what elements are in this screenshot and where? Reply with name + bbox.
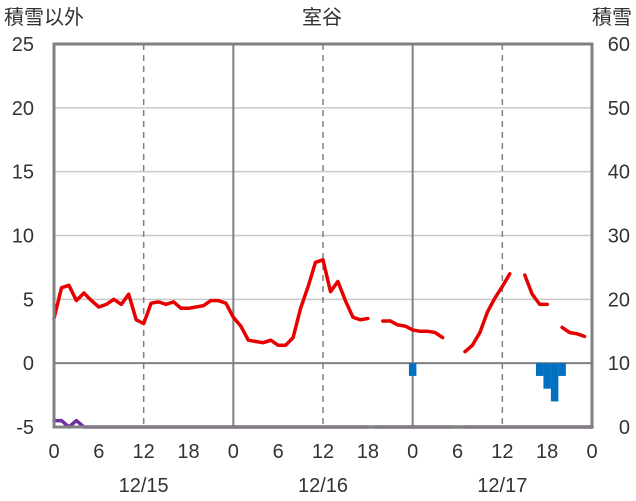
y-left-tick-label: 10 — [12, 226, 34, 248]
y-left-tick-label: 5 — [23, 289, 34, 311]
y-left-ticks: 25 20 15 10 5 0 -5 — [12, 34, 34, 439]
snowfall-bar — [550, 363, 559, 402]
series-line-segment — [52, 258, 370, 348]
snowfall-bar — [543, 363, 551, 389]
x-tick-label: 0 — [48, 441, 59, 463]
x-tick-label: 12 — [133, 441, 155, 463]
y-left-tick-label: 20 — [12, 98, 34, 120]
snowfall-bar — [408, 363, 417, 376]
y-left-tick-label: 15 — [12, 162, 34, 184]
date-labels: 12/15 12/16 12/17 — [119, 475, 528, 497]
chart-title: 室谷 — [302, 5, 342, 29]
x-tick-label: 12 — [491, 441, 513, 463]
x-tick-label: 0 — [407, 441, 418, 463]
date-label: 12/15 — [119, 475, 169, 497]
x-tick-label: 0 — [586, 441, 597, 463]
series-line-segment — [388, 319, 445, 340]
y-right-tick-label: 20 — [608, 289, 630, 311]
x-tick-label: 6 — [452, 441, 463, 463]
x-tick-label: 6 — [273, 441, 284, 463]
y-right-tick-label: 30 — [608, 226, 630, 248]
y-right-tick-label: 40 — [608, 162, 630, 184]
snowfall-bar — [558, 363, 566, 376]
y-left-title: 積雪以外 — [4, 5, 84, 29]
x-tick-labels: 0 6 12 18 0 6 12 18 0 6 12 18 0 — [48, 441, 597, 463]
y-left-tick-label: 0 — [23, 353, 34, 375]
series-line-segment — [560, 325, 587, 339]
y-right-ticks: 60 50 40 30 20 10 0 — [608, 34, 630, 439]
y-right-title: 積雪 — [592, 5, 632, 29]
x-tick-label: 6 — [93, 441, 104, 463]
x-tick-label: 18 — [357, 441, 379, 463]
x-tick-label: 18 — [177, 441, 199, 463]
y-left-tick-label: -5 — [16, 417, 34, 439]
x-tick-label: 18 — [536, 441, 558, 463]
y-right-tick-label: 0 — [619, 417, 630, 439]
x-tick-label: 0 — [228, 441, 239, 463]
snowfall-bars — [408, 363, 566, 402]
plot-frame — [52, 42, 594, 429]
date-label: 12/17 — [477, 475, 527, 497]
y-right-tick-label: 50 — [608, 98, 630, 120]
series-line-segment — [523, 273, 549, 307]
series-line-segment — [463, 272, 512, 354]
grid-lines — [54, 44, 592, 427]
y-left-tick-label: 25 — [12, 34, 34, 56]
snowfall-bar — [535, 363, 544, 376]
y-right-tick-label: 60 — [608, 34, 630, 56]
x-tick-label: 12 — [312, 441, 334, 463]
y-right-tick-label: 10 — [608, 353, 630, 375]
date-label: 12/16 — [298, 475, 348, 497]
